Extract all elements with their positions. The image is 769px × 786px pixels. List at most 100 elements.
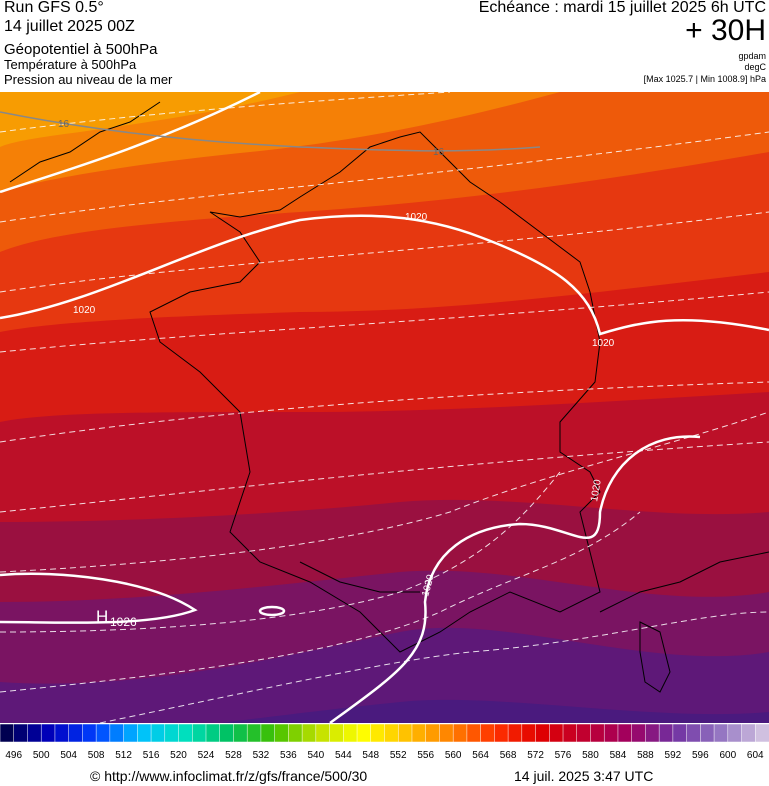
- color-swatch: [549, 724, 564, 743]
- color-swatch: [219, 724, 235, 743]
- isobars: [0, 92, 769, 723]
- colorbar-label: 548: [362, 750, 379, 761]
- isobar: [0, 214, 769, 336]
- color-swatch: [27, 724, 42, 743]
- color-swatch: [603, 724, 619, 743]
- contour-label: 1020: [592, 338, 615, 349]
- colorbar-label: 552: [390, 750, 407, 761]
- colorbar-label: 560: [445, 750, 462, 761]
- high-value: 1026: [110, 615, 137, 629]
- color-swatch: [521, 724, 537, 743]
- color-swatch: [288, 724, 303, 743]
- color-swatch: [439, 724, 454, 743]
- color-swatch: [370, 724, 386, 743]
- contour-label: 16: [433, 147, 445, 158]
- isobar: [0, 92, 261, 194]
- lead-time: + 30H: [685, 14, 766, 47]
- color-swatch: [494, 724, 509, 743]
- color-swatch: [384, 724, 399, 743]
- contour-label: 1020: [589, 478, 604, 502]
- unit-gpdam: gpdam: [738, 51, 766, 61]
- field-label: Géopotentiel à 500hPa: [4, 41, 158, 58]
- color-swatch: [68, 724, 84, 743]
- color-swatch: [123, 724, 139, 743]
- color-swatch: [562, 724, 578, 743]
- isobar: [0, 572, 198, 624]
- contour-label: 1020: [73, 305, 96, 316]
- color-swatch: [178, 724, 193, 743]
- colorbar-label: 504: [60, 750, 77, 761]
- color-swatch: [645, 724, 660, 743]
- color-swatch: [192, 724, 207, 743]
- colorbar-label: 496: [5, 750, 22, 761]
- color-swatch: [315, 724, 331, 743]
- isotherm: [0, 441, 769, 513]
- temp-label: Température à 500hPa: [4, 57, 137, 72]
- colorbar-label: 592: [665, 750, 682, 761]
- colorbar-label: 604: [747, 750, 764, 761]
- color-swatch: [40, 724, 56, 743]
- band: [0, 92, 300, 147]
- isotherm: [0, 511, 641, 693]
- color-swatch: [329, 724, 345, 743]
- uk-coast: [9, 101, 161, 183]
- color-swatch: [658, 724, 674, 743]
- colorbar-label: 556: [417, 750, 434, 761]
- color-swatch: [164, 724, 180, 743]
- colorbar: 496 500 504 508 512 516 520 524 528 532 536 540 544 5…: [0, 724, 769, 761]
- color-swatch: [260, 724, 276, 743]
- color-swatch: [631, 724, 647, 743]
- color-swatch: [233, 724, 248, 743]
- isotherm: [0, 131, 769, 223]
- colorbar-label: 512: [115, 750, 132, 761]
- colorbar-label: 532: [253, 750, 270, 761]
- unit-degc: degC: [744, 62, 766, 72]
- color-swatch: [480, 724, 496, 743]
- temp-isolines: [0, 92, 769, 723]
- color-swatch: [205, 724, 221, 743]
- corsica: [639, 621, 671, 693]
- colorbar-label: 596: [692, 750, 709, 761]
- color-swatch: [397, 724, 413, 743]
- isotherm: [0, 111, 541, 152]
- colorbar-label: 508: [88, 750, 105, 761]
- color-swatch: [246, 724, 262, 743]
- color-swatch: [95, 724, 111, 743]
- colorbar-label: 540: [307, 750, 324, 761]
- colorbar-label: 524: [198, 750, 215, 761]
- color-swatch: [82, 724, 97, 743]
- color-swatch: [54, 724, 70, 743]
- colorbar-label: 528: [225, 750, 242, 761]
- color-swatch: [617, 724, 633, 743]
- footer-url: © http://www.infoclimat.fr/z/gfs/france/…: [90, 768, 368, 784]
- isotherm: [99, 611, 769, 723]
- colorbar-label: 572: [527, 750, 544, 761]
- color-swatch: [535, 724, 551, 743]
- colorbar-label: 588: [637, 750, 654, 761]
- color-swatch: [727, 724, 743, 743]
- isotherm: [0, 291, 769, 353]
- color-swatch: [672, 724, 688, 743]
- alps-coast: [599, 551, 769, 613]
- color-swatch: [0, 724, 15, 743]
- color-swatch: [741, 724, 757, 743]
- colorbar-label: 580: [582, 750, 599, 761]
- colorbar-label: 520: [170, 750, 187, 761]
- color-swatch: [755, 724, 769, 743]
- colorbar-label: 568: [500, 750, 517, 761]
- pressure-label: Pression au niveau de la mer: [4, 72, 173, 87]
- map-labels: 16 16 1020 1020 1020 1020 1020 H 1026: [58, 119, 615, 629]
- isotherm-16: [0, 111, 541, 152]
- high-marker: H: [96, 607, 108, 626]
- isobar: [258, 605, 286, 617]
- color-swatch: [274, 724, 290, 743]
- color-swatch: [109, 724, 125, 743]
- run-label: Run GFS 0.5°: [4, 0, 104, 16]
- color-swatch: [411, 724, 427, 743]
- color-swatch: [452, 724, 468, 743]
- pressure-range: [Max 1025.7 | Min 1008.9] hPa: [643, 74, 766, 84]
- color-swatch: [301, 724, 317, 743]
- isotherm: [0, 211, 769, 293]
- colorbar-label: 536: [280, 750, 297, 761]
